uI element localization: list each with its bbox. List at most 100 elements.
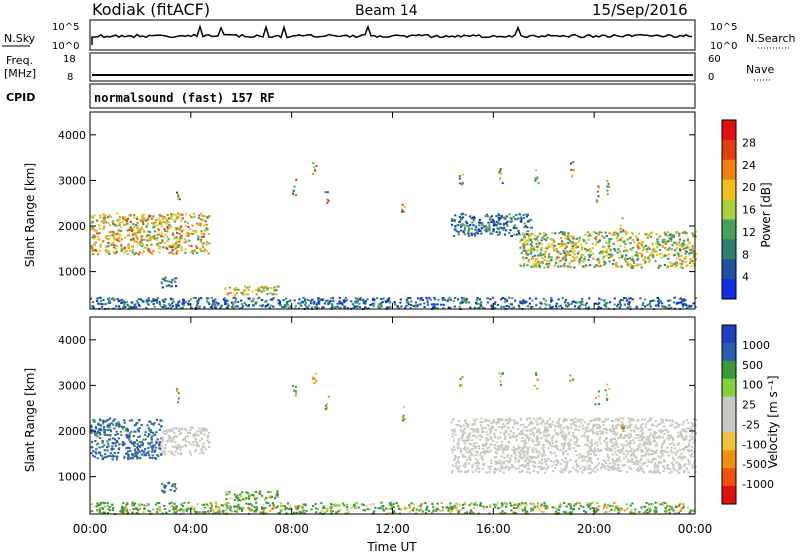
range-gate-cell xyxy=(604,302,607,305)
range-gate-cell xyxy=(558,422,561,425)
range-gate-cell xyxy=(674,261,677,264)
range-gate-cell xyxy=(565,253,568,256)
range-gate-cell xyxy=(625,233,628,236)
range-gate-cell xyxy=(131,245,134,248)
range-gate-cell xyxy=(537,450,540,453)
range-gate-cell xyxy=(654,452,657,455)
range-gate-cell xyxy=(489,427,493,430)
range-gate-cell xyxy=(142,216,145,219)
range-gate-cell xyxy=(612,442,615,445)
range-gate-cell xyxy=(99,214,102,217)
range-gate-cell xyxy=(554,249,557,252)
range-gate-cell xyxy=(91,306,94,309)
range-gate-cell xyxy=(520,449,523,452)
range-gate-cell xyxy=(507,466,511,469)
range-gate-cell xyxy=(466,437,469,440)
range-gate-cell xyxy=(158,507,161,510)
range-gate-cell xyxy=(603,299,606,302)
range-gate-cell xyxy=(188,432,191,434)
range-gate-cell xyxy=(475,302,478,305)
range-gate-cell xyxy=(567,251,570,254)
range-gate-cell xyxy=(343,299,346,302)
range-gate-cell xyxy=(165,246,168,249)
range-gate-cell xyxy=(666,503,669,506)
range-gate-cell xyxy=(649,300,652,303)
range-gate-cell xyxy=(646,465,649,468)
range-gate-cell xyxy=(99,419,102,422)
range-gate-cell xyxy=(181,306,184,309)
range-gate-cell xyxy=(466,423,469,426)
range-gate-cell xyxy=(118,424,121,427)
range-gate-cell xyxy=(255,497,258,500)
range-gate-cell xyxy=(504,467,507,470)
range-gate-cell xyxy=(608,240,611,243)
range-gate-cell xyxy=(108,301,111,304)
range-gate-cell xyxy=(500,418,503,421)
range-gate-cell xyxy=(571,251,574,253)
range-gate-cell xyxy=(266,288,269,291)
range-gate-cell xyxy=(606,193,609,196)
range-gate-cell xyxy=(252,300,255,302)
range-gate-cell xyxy=(382,508,385,511)
range-gate-cell xyxy=(616,234,620,237)
range-gate-cell xyxy=(194,450,197,453)
range-gate-cell xyxy=(95,427,98,430)
range-gate-cell xyxy=(646,442,649,445)
range-gate-cell xyxy=(675,453,678,456)
range-gate-cell xyxy=(457,441,460,444)
range-gate-cell xyxy=(641,253,644,256)
range-gate-cell xyxy=(178,300,181,303)
range-gate-cell xyxy=(675,243,679,246)
range-gate-cell xyxy=(136,457,139,460)
range-gate-cell xyxy=(620,449,623,452)
range-gate-cell xyxy=(235,292,239,295)
range-gate-cell xyxy=(666,446,669,449)
range-gate-cell xyxy=(672,301,676,304)
range-gate-cell xyxy=(683,470,686,473)
range-gate-cell xyxy=(547,264,551,267)
range-gate-cell xyxy=(201,233,204,236)
range-gate-cell xyxy=(146,247,149,250)
range-gate-cell xyxy=(635,461,638,464)
range-gate-cell xyxy=(652,440,655,443)
range-gate-cell xyxy=(640,506,643,509)
range-gate-cell xyxy=(584,427,587,430)
range-gate-cell xyxy=(178,198,181,201)
range-gate-cell xyxy=(615,427,618,430)
range-gate-cell xyxy=(664,511,667,514)
range-gate-cell xyxy=(473,442,476,445)
range-gate-cell xyxy=(131,442,134,445)
range-gate-cell xyxy=(111,455,114,458)
range-gate-cell xyxy=(263,498,266,501)
range-gate-cell xyxy=(594,453,597,456)
range-gate-cell xyxy=(632,430,635,433)
range-gate-cell xyxy=(454,433,457,436)
range-gate-cell xyxy=(286,502,290,505)
range-gate-cell xyxy=(524,502,527,505)
range-gate-cell xyxy=(107,508,110,511)
range-gate-cell xyxy=(172,508,175,511)
range-gate-cell xyxy=(472,418,475,421)
range-gate-cell xyxy=(542,446,545,449)
range-gate-cell xyxy=(606,449,609,451)
range-gate-cell xyxy=(112,442,115,445)
range-gate-cell xyxy=(159,453,163,456)
range-gate-cell xyxy=(608,237,611,240)
range-gate-cell xyxy=(680,452,683,455)
range-gate-cell xyxy=(641,303,644,306)
range-gate-cell xyxy=(643,257,646,260)
range-gate-cell xyxy=(596,458,599,460)
range-gate-cell xyxy=(619,459,622,462)
range-gate-cell xyxy=(492,420,496,423)
range-gate-cell xyxy=(635,251,638,254)
range-gate-cell xyxy=(634,511,637,514)
range-gate-cell xyxy=(543,460,547,463)
range-gate-cell xyxy=(163,228,166,231)
range-gate-cell xyxy=(138,427,141,430)
range-gate-cell xyxy=(264,304,267,307)
range-gate-cell xyxy=(609,248,612,251)
range-gate-cell xyxy=(540,421,543,424)
range-gate-cell xyxy=(672,263,675,266)
range-gate-cell xyxy=(597,433,600,436)
